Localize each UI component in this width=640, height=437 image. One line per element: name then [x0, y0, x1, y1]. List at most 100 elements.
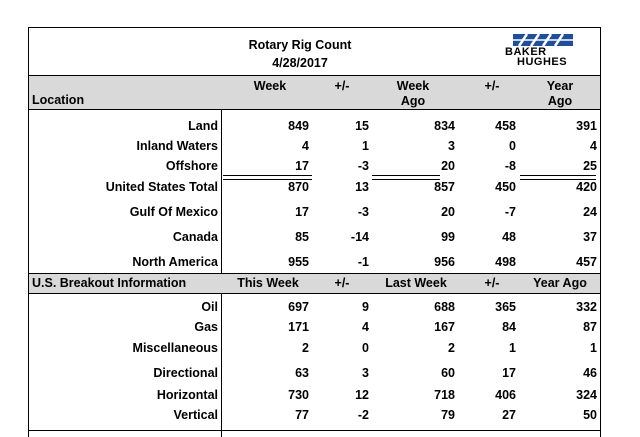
rig-count-cell-week: 85: [295, 230, 309, 244]
breakout-cell-week: 63: [295, 366, 309, 380]
breakout-cell-pm1: 4: [362, 320, 369, 334]
breakout-cell-week-ago: 718: [434, 388, 455, 402]
rig-count-cell-year-ago: 4: [590, 139, 597, 153]
breakout-cell-pm1: 0: [362, 341, 369, 355]
rig-count-row-label: Gulf Of Mexico: [129, 205, 218, 219]
rig-count-cell-week-ago: 99: [441, 230, 455, 244]
rig-count-cell-pm1: 13: [355, 180, 369, 194]
breakout-cell-year-ago: 1: [590, 341, 597, 355]
breakout-header-bottom-line: [28, 293, 601, 294]
col-week-ago-header: Week Ago: [396, 79, 430, 108]
breakout-header-label: U.S. Breakout Information: [32, 276, 187, 290]
rig-count-cell-year-ago: 420: [576, 180, 597, 194]
breakout-cell-pm2: 84: [502, 320, 516, 334]
header-top-line: [28, 75, 601, 76]
rig-count-cell-week: 870: [288, 180, 309, 194]
col-year-ago-header: Year Ago: [546, 79, 574, 108]
breakout-cell-week: 77: [295, 408, 309, 422]
rig-count-cell-pm1: 15: [355, 119, 369, 133]
breakout-col-pm1-header: +/-: [334, 276, 350, 290]
rig-count-cell-pm2: 458: [495, 119, 516, 133]
breakout-cell-year-ago: 332: [576, 300, 597, 314]
breakout-cell-week-ago: 60: [441, 366, 455, 380]
rig-count-cell-pm1: 1: [362, 139, 369, 153]
rig-count-cell-pm2: -8: [504, 159, 516, 173]
table-bottom-line: [28, 430, 601, 431]
total-double-line-week: [223, 175, 312, 180]
rig-count-cell-year-ago: 391: [576, 119, 597, 133]
col-pm2-header: +/-: [484, 79, 500, 93]
breakout-cell-pm1: 12: [355, 388, 369, 402]
rig-count-cell-week-ago: 20: [441, 159, 455, 173]
location-header: Location: [32, 93, 85, 107]
rig-count-cell-week: 17: [295, 159, 309, 173]
rig-count-cell-pm1: -3: [357, 205, 369, 219]
breakout-row-label: Horizontal: [156, 388, 218, 402]
rig-count-cell-week: 955: [288, 255, 309, 269]
rig-count-row-label: North America: [132, 255, 218, 269]
breakout-top-line: [28, 273, 601, 274]
rig-count-cell-week-ago: 834: [434, 119, 455, 133]
table-right-border: [600, 27, 601, 437]
breakout-cell-pm2: 406: [495, 388, 516, 402]
breakout-cell-pm2: 365: [495, 300, 516, 314]
breakout-cell-week: 730: [288, 388, 309, 402]
breakout-cell-pm2: 17: [502, 366, 516, 380]
breakout-cell-year-ago: 87: [583, 320, 597, 334]
report-title: Rotary Rig Count: [248, 38, 352, 52]
breakout-cell-week-ago: 2: [448, 341, 455, 355]
rig-count-row-label: Offshore: [165, 159, 218, 173]
logo-mark-icon: [513, 33, 573, 47]
rig-count-cell-week-ago: 956: [434, 255, 455, 269]
breakout-cell-week: 2: [302, 341, 309, 355]
breakout-cell-week-ago: 688: [434, 300, 455, 314]
rig-count-cell-pm1: -14: [350, 230, 369, 244]
rig-count-cell-pm2: 450: [495, 180, 516, 194]
total-double-line-week-ago: [372, 175, 440, 180]
rig-count-row-label: Canada: [172, 230, 218, 244]
rig-count-cell-week-ago: 3: [448, 139, 455, 153]
breakout-cell-pm2: 1: [509, 341, 516, 355]
table-left-border: [28, 27, 29, 437]
breakout-row-label: Vertical: [173, 408, 218, 422]
breakout-cell-pm1: 3: [362, 366, 369, 380]
col-this-week-header: This Week: [237, 276, 299, 290]
rig-count-cell-pm2: 0: [509, 139, 516, 153]
breakout-cell-pm2: 27: [502, 408, 516, 422]
col-pm1-header: +/-: [334, 79, 350, 93]
rig-count-cell-pm1: -1: [357, 255, 369, 269]
breakout-col-year-ago-header: Year Ago: [533, 276, 587, 290]
rig-count-cell-year-ago: 25: [583, 159, 597, 173]
breakout-header-shade: [29, 274, 600, 293]
logo-text-hughes: HUGHES: [517, 56, 568, 68]
breakout-col-pm2-header: +/-: [484, 276, 500, 290]
rig-count-cell-week: 849: [288, 119, 309, 133]
breakout-cell-pm1: -2: [357, 408, 369, 422]
rig-count-cell-year-ago: 457: [576, 255, 597, 269]
rig-count-row-label: Land: [188, 119, 218, 133]
rig-count-cell-year-ago: 37: [583, 230, 597, 244]
rig-count-cell-week: 17: [295, 205, 309, 219]
rig-count-cell-pm2: 498: [495, 255, 516, 269]
rig-count-cell-pm2: 48: [502, 230, 516, 244]
breakout-cell-year-ago: 324: [576, 388, 597, 402]
rig-count-row-label: United States Total: [105, 180, 218, 194]
table-top-border: [28, 27, 601, 28]
rig-count-cell-week-ago: 20: [441, 205, 455, 219]
logo-text-baker: BAKER: [505, 46, 547, 58]
rig-count-cell-week-ago: 857: [434, 180, 455, 194]
report-date: 4/28/2017: [272, 56, 328, 70]
col-last-week-header: Last Week: [385, 276, 447, 290]
baker-hughes-logo: BAKER HUGHES: [505, 33, 575, 73]
column-header-shade: [29, 76, 600, 109]
breakout-row-label: Miscellaneous: [132, 341, 218, 355]
breakout-row-label: Directional: [153, 366, 218, 380]
total-double-line-year-ago: [520, 175, 596, 180]
rig-count-cell-year-ago: 24: [583, 205, 597, 219]
breakout-row-label: Gas: [194, 320, 218, 334]
breakout-cell-year-ago: 50: [583, 408, 597, 422]
breakout-cell-year-ago: 46: [583, 366, 597, 380]
breakout-cell-pm1: 9: [362, 300, 369, 314]
breakout-cell-week: 171: [288, 320, 309, 334]
rig-count-cell-pm2: -7: [504, 205, 516, 219]
